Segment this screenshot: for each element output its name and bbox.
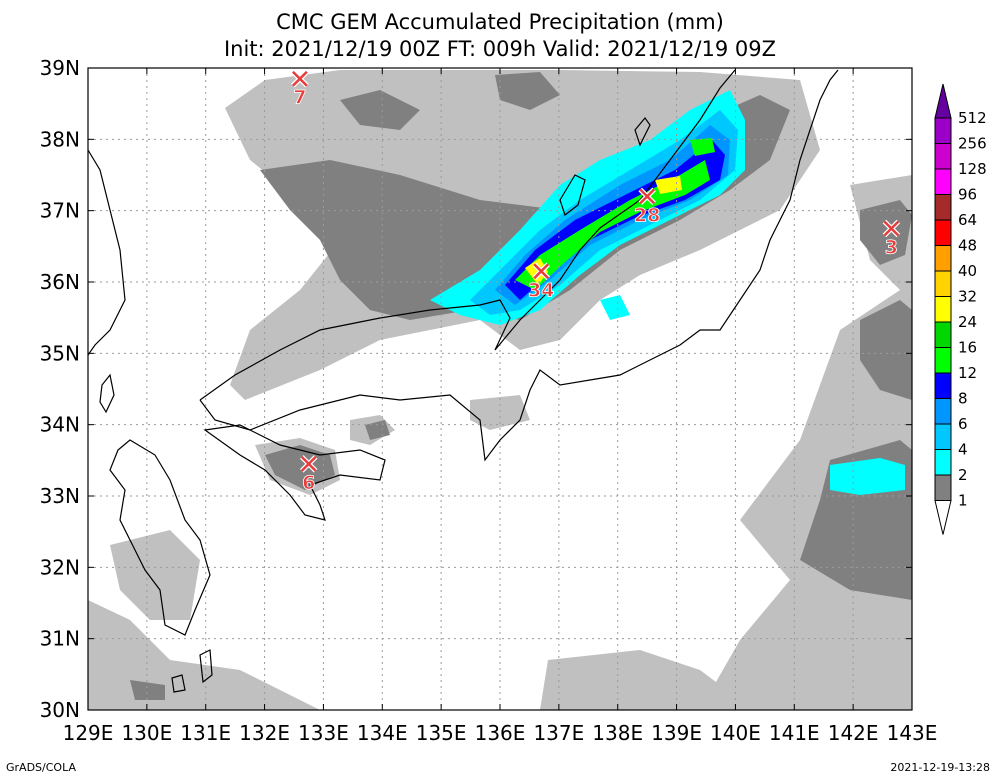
- coastline-shikoku: [203, 424, 386, 521]
- colorbar-label: 6: [958, 415, 968, 433]
- lon-label: 135E: [416, 721, 467, 745]
- lon-label: 137E: [533, 721, 584, 745]
- max-marker: 28: [634, 187, 661, 227]
- coastline-honshu-japan-sea: [199, 69, 736, 401]
- lon-label: 133E: [298, 721, 349, 745]
- coastline-islands-south: [171, 649, 213, 693]
- coastline-honshu-pacific: [199, 69, 839, 462]
- lon-label: 138E: [592, 721, 643, 745]
- colorbar-label: 128: [958, 160, 987, 178]
- latitude-labels: 30N 31N 32N 33N 34N 35N 36N 37N 38N 39N: [40, 56, 80, 722]
- coastline-korea: [88, 149, 126, 356]
- colorbar-label: 4: [958, 441, 968, 459]
- lon-label: 129E: [63, 721, 114, 745]
- colorbar-segment: [934, 117, 952, 144]
- lon-label: 142E: [828, 721, 879, 745]
- colorbar-label: 96: [958, 186, 977, 204]
- colorbar-segment: [934, 296, 952, 323]
- axis-ticks: [87, 67, 913, 711]
- colorbar-segment: [934, 245, 952, 272]
- lat-label: 39N: [40, 56, 80, 80]
- lat-label: 37N: [40, 199, 80, 223]
- coastlines: [88, 69, 839, 693]
- precip-fields: [88, 70, 912, 710]
- colorbar-segment: [934, 398, 952, 425]
- precip-band-24mm: [525, 176, 682, 285]
- chart-title: CMC GEM Accumulated Precipitation (mm): [276, 10, 724, 34]
- colorbar-top-arrow: [934, 83, 952, 119]
- max-marker: 7: [291, 69, 309, 109]
- lon-label: 136E: [475, 721, 526, 745]
- colorbar-segment: [934, 474, 952, 501]
- lat-label: 38N: [40, 127, 80, 151]
- footer-credit: GrADS/COLA: [6, 761, 76, 774]
- marker-cross: [533, 263, 550, 280]
- footer-timestamp: 2021-12-19-13:28: [890, 761, 990, 774]
- longitude-labels: 129E 130E 131E 132E 133E 134E 135E 136E 137E 138E…: [63, 721, 938, 745]
- lon-label: 143E: [887, 721, 938, 745]
- coastline-tsushima: [99, 373, 115, 414]
- colorbar-segment: [934, 321, 952, 348]
- colorbar-label: 48: [958, 237, 977, 255]
- lat-label: 32N: [40, 555, 80, 579]
- lon-label: 132E: [239, 721, 290, 745]
- colorbar-segment: [934, 219, 952, 246]
- marker-cross: [292, 70, 308, 87]
- colorbar-label: 8: [958, 390, 968, 408]
- colorbar-segment: [934, 194, 952, 221]
- marker-cross: [300, 456, 317, 472]
- coastline-sado: [634, 117, 651, 147]
- lon-label: 131E: [180, 721, 231, 745]
- lat-label: 33N: [40, 484, 80, 508]
- lon-label: 130E: [121, 721, 172, 745]
- lon-label: 141E: [769, 721, 820, 745]
- colorbar-label: 1: [958, 492, 968, 510]
- colorbar-segment: [934, 449, 952, 476]
- marker-value: 34: [528, 279, 554, 301]
- marker-value: 3: [885, 237, 898, 259]
- colorbar-segment: [934, 347, 952, 374]
- colorbar-label: 256: [958, 135, 987, 153]
- colorbar-label: 512: [958, 109, 987, 127]
- colorbar-segment: [934, 143, 952, 170]
- chart-subtitle: Init: 2021/12/19 00Z FT: 009h Valid: 202…: [223, 37, 777, 61]
- map-gridlines: [88, 68, 912, 710]
- marker-value: 6: [302, 472, 315, 494]
- lon-label: 134E: [357, 721, 408, 745]
- lat-label: 30N: [40, 698, 80, 722]
- colorbar-segment: [934, 270, 952, 297]
- coastline-kyushu: [109, 439, 211, 636]
- lat-label: 36N: [40, 270, 80, 294]
- lon-label: 140E: [710, 721, 761, 745]
- colorbar-segment: [934, 423, 952, 450]
- marker-cross: [883, 220, 900, 237]
- colorbar-label: 2: [958, 466, 968, 484]
- max-marker: 34: [528, 262, 555, 302]
- colorbar-segment: [934, 168, 952, 195]
- lat-label: 35N: [40, 341, 80, 365]
- colorbar-label: 64: [958, 211, 977, 229]
- colorbar-bottom-arrow: [934, 500, 952, 535]
- colorbar-label: 12: [958, 364, 977, 382]
- marker-value: 7: [293, 87, 306, 109]
- colorbar-segment: [934, 372, 952, 399]
- max-marker: 3: [882, 219, 901, 259]
- colorbar-label: 16: [958, 339, 977, 357]
- colorbar-label: 40: [958, 262, 977, 280]
- max-marker: 6: [299, 455, 318, 494]
- lat-label: 31N: [40, 627, 80, 651]
- max-value-markers: 7 6 34 28 3: [291, 69, 901, 494]
- marker-cross: [639, 188, 656, 205]
- lat-label: 34N: [40, 413, 80, 437]
- lon-label: 139E: [651, 721, 702, 745]
- coastline-noto: [559, 174, 586, 216]
- colorbar-label: 24: [958, 313, 977, 331]
- colorbar-label: 32: [958, 288, 977, 306]
- marker-value: 28: [634, 204, 660, 226]
